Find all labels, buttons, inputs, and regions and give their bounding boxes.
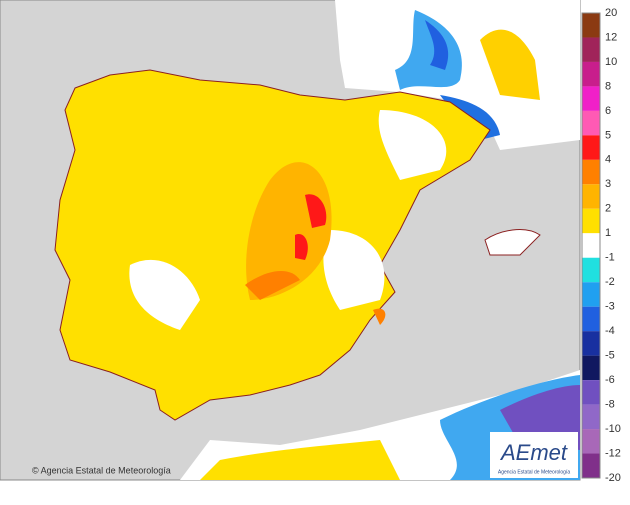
legend-swatch — [582, 135, 600, 160]
legend-swatch — [582, 184, 600, 209]
legend-swatch — [582, 257, 600, 283]
legend-label: -20 — [605, 472, 621, 484]
anomaly — [245, 270, 300, 300]
legend-swatch — [582, 233, 600, 258]
legend-label: 6 — [605, 105, 611, 117]
legend-swatch — [582, 208, 600, 234]
anomaly — [373, 308, 386, 325]
legend-swatch — [582, 453, 600, 478]
legend-swatch — [582, 306, 600, 332]
legend-label: 2 — [605, 203, 611, 215]
legend-label: 20 — [605, 7, 617, 19]
legend-label: 10 — [605, 56, 617, 68]
legend-swatch — [582, 159, 600, 185]
legend-label: -4 — [605, 325, 615, 337]
legend-swatch — [582, 13, 600, 38]
legend-swatch — [582, 37, 600, 62]
legend-swatch — [582, 331, 600, 356]
anomaly — [305, 194, 327, 228]
legend-swatch — [582, 282, 600, 307]
anomaly — [200, 440, 400, 480]
legend-label: 8 — [605, 80, 611, 92]
legend-label: -5 — [605, 350, 615, 362]
legend-label: 3 — [605, 178, 611, 190]
anomaly — [295, 234, 308, 260]
anomaly — [425, 20, 449, 70]
anomaly — [395, 10, 462, 90]
anomaly — [378, 110, 447, 180]
legend: 20 12 10 8 6 5 4 3 2 1 -1 -2 -3 -4 -5 -6 -8 -10 -12 -20 — [581, 7, 621, 484]
legend-label: -10 — [605, 423, 621, 435]
legend-label: -12 — [605, 447, 621, 459]
legend-swatch — [582, 110, 600, 136]
legend-swatch — [582, 429, 600, 454]
legend-label: 12 — [605, 31, 617, 43]
legend-swatch — [582, 61, 600, 87]
copyright: © Agencia Estatal de Meteorología — [32, 465, 171, 475]
legend-label: -2 — [605, 276, 615, 288]
legend-label: 4 — [605, 154, 611, 166]
balearic — [484, 229, 541, 256]
legend-label: -6 — [605, 374, 615, 386]
logo: AEmet — [499, 440, 568, 465]
legend-label: -1 — [605, 252, 615, 264]
anomaly — [323, 230, 385, 310]
legend-swatch — [582, 355, 600, 381]
legend-frame — [581, 12, 601, 479]
logo-box — [490, 432, 578, 478]
anomaly — [129, 259, 200, 330]
anomaly — [480, 29, 540, 100]
legend-swatch — [582, 380, 600, 405]
legend-label: 1 — [605, 227, 611, 239]
legend-label: -3 — [605, 301, 615, 313]
legend-swatch — [582, 86, 600, 111]
logo-subtitle: Agencia Estatal de Meteorología — [498, 469, 570, 475]
legend-label: 5 — [605, 129, 611, 141]
legend-swatch — [582, 404, 600, 430]
legend-label: -8 — [605, 398, 615, 410]
